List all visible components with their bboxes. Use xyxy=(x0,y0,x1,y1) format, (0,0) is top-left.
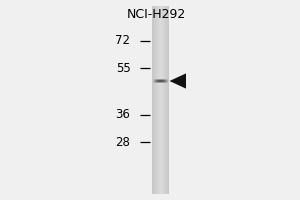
Polygon shape xyxy=(169,73,186,89)
Text: NCI-H292: NCI-H292 xyxy=(126,8,186,21)
Text: 72: 72 xyxy=(116,34,130,47)
Text: 36: 36 xyxy=(116,108,130,121)
Text: 28: 28 xyxy=(116,136,130,148)
Text: 55: 55 xyxy=(116,62,130,74)
